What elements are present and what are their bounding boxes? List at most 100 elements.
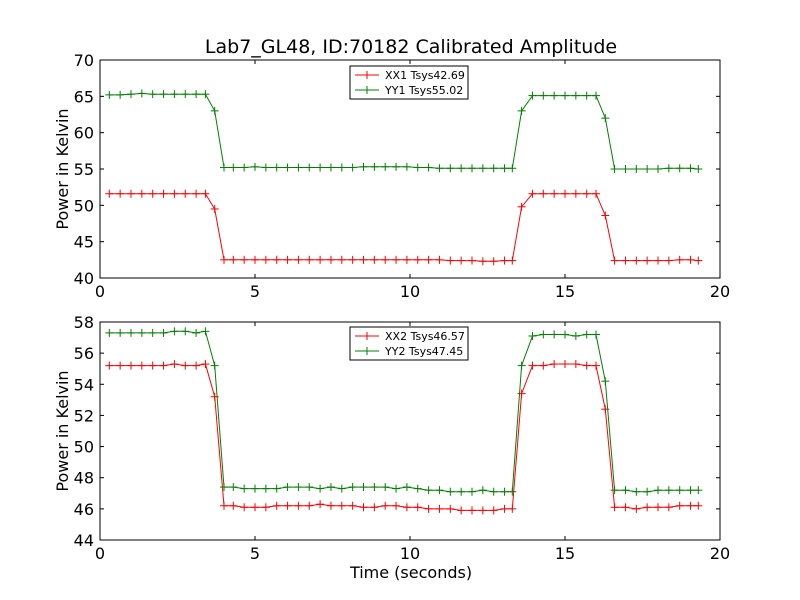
- data-point-xx2: [621, 503, 630, 512]
- data-point-yy1: [675, 164, 684, 173]
- data-point-xx1: [220, 255, 228, 264]
- data-point-xx2: [251, 503, 259, 512]
- data-point-xx1: [283, 255, 292, 264]
- y-tick-label: 58: [74, 313, 94, 332]
- data-point-xx1: [381, 255, 390, 264]
- data-point-xx2: [116, 361, 125, 370]
- legend-box: [349, 65, 469, 100]
- data-point-xx1: [621, 256, 630, 265]
- x-tick-label: 15: [555, 544, 575, 563]
- data-point-xx1: [654, 256, 662, 265]
- data-point-xx1: [210, 204, 219, 213]
- x-tick-label: 0: [95, 544, 105, 563]
- y-tick-label: 55: [74, 160, 94, 179]
- data-point-yy2: [601, 377, 610, 386]
- x-tick-label: 0: [95, 282, 105, 301]
- data-point-xx1: [181, 189, 190, 198]
- data-point-yy1: [337, 163, 346, 172]
- x-axis-label: Time (seconds): [349, 563, 472, 582]
- data-point-xx2: [220, 501, 228, 510]
- data-point-xx2: [675, 501, 684, 510]
- data-point-yy1: [621, 165, 630, 173]
- data-point-xx2: [294, 501, 303, 510]
- y-tick-label: 65: [74, 87, 94, 106]
- data-point-yy2: [517, 361, 526, 370]
- data-point-xx1: [359, 255, 368, 264]
- data-point-xx2: [632, 504, 641, 513]
- data-point-yy1: [478, 164, 487, 173]
- data-point-xx1: [105, 189, 114, 198]
- data-point-xx2: [127, 361, 135, 370]
- data-point-yy1: [686, 164, 695, 173]
- data-point-xx2: [478, 506, 487, 515]
- data-point-yy2: [478, 486, 487, 495]
- data-point-xx1: [240, 255, 249, 264]
- data-point-xx1: [517, 202, 526, 211]
- data-point-xx1: [316, 255, 325, 264]
- y-axis-label: Power in Kelvin: [53, 370, 72, 491]
- data-point-xx2: [305, 501, 314, 510]
- data-point-yy1: [489, 164, 498, 173]
- data-point-yy2: [261, 484, 270, 493]
- data-point-yy1: [694, 165, 703, 173]
- data-point-xx2: [508, 504, 517, 513]
- data-point-xx1: [686, 255, 695, 264]
- data-point-yy2: [528, 332, 537, 341]
- data-point-yy2: [316, 484, 325, 493]
- data-point-xx2: [424, 504, 433, 513]
- data-point-xx2: [370, 503, 379, 512]
- data-point-yy2: [159, 328, 168, 337]
- data-point-yy1: [381, 162, 390, 171]
- data-point-xx1: [148, 189, 157, 198]
- data-point-yy2: [116, 328, 125, 337]
- data-point-yy2: [610, 486, 619, 495]
- y-tick-label: 40: [74, 269, 94, 288]
- data-point-yy1: [272, 163, 281, 172]
- data-point-yy1: [251, 162, 259, 171]
- data-point-yy1: [181, 90, 190, 99]
- data-point-yy2: [402, 483, 411, 492]
- data-point-xx1: [694, 256, 703, 265]
- data-point-yy1: [220, 163, 228, 172]
- y-tick-label: 48: [74, 469, 94, 488]
- legend-label: YY1 Tsys55.02: [384, 84, 463, 97]
- bottom-subplot: 0 5 10 15 20 44 46 48 50 52 54 56 58 Power in Kelvin X…: [53, 313, 730, 563]
- x-tick-label: 20: [710, 282, 730, 301]
- data-point-xx1: [424, 255, 433, 264]
- data-point-yy1: [392, 162, 401, 171]
- top-subplot: 0 5 10 15 20 40 45 50 55 60 65 70 Power in Kelvin XX1…: [53, 51, 730, 301]
- data-point-xx2: [170, 360, 179, 369]
- data-point-yy2: [348, 483, 357, 492]
- data-point-yy1: [137, 89, 146, 98]
- data-point-xx1: [159, 189, 168, 198]
- data-point-xx1: [675, 255, 684, 264]
- data-point-yy1: [592, 91, 600, 100]
- data-point-xx1: [348, 255, 357, 264]
- data-point-xx1: [229, 255, 238, 264]
- data-point-yy2: [643, 487, 652, 496]
- data-point-xx1: [571, 189, 580, 198]
- data-point-xx2: [105, 361, 114, 370]
- data-point-yy1: [413, 163, 422, 172]
- data-point-xx2: [500, 504, 509, 513]
- data-point-xx2: [381, 501, 390, 510]
- data-point-xx2: [201, 360, 210, 369]
- data-point-xx1: [500, 256, 509, 265]
- data-point-yy1: [539, 91, 548, 100]
- data-point-yy1: [305, 163, 314, 172]
- data-point-xx2: [326, 501, 335, 510]
- data-point-yy2: [251, 484, 259, 493]
- data-point-yy2: [359, 483, 368, 492]
- data-point-yy1: [370, 162, 379, 171]
- data-point-yy2: [582, 330, 591, 339]
- x-tick-label: 20: [710, 544, 730, 563]
- data-point-yy2: [686, 486, 695, 495]
- data-point-yy2: [675, 486, 684, 495]
- data-point-yy2: [571, 332, 580, 341]
- data-point-yy2: [148, 328, 157, 337]
- chart-title: Lab7_GL48, ID:70182 Calibrated Amplitude: [205, 36, 617, 58]
- data-point-yy1: [170, 90, 179, 99]
- data-point-yy2: [413, 484, 422, 493]
- data-point-yy1: [632, 165, 641, 173]
- data-point-xx1: [435, 255, 444, 264]
